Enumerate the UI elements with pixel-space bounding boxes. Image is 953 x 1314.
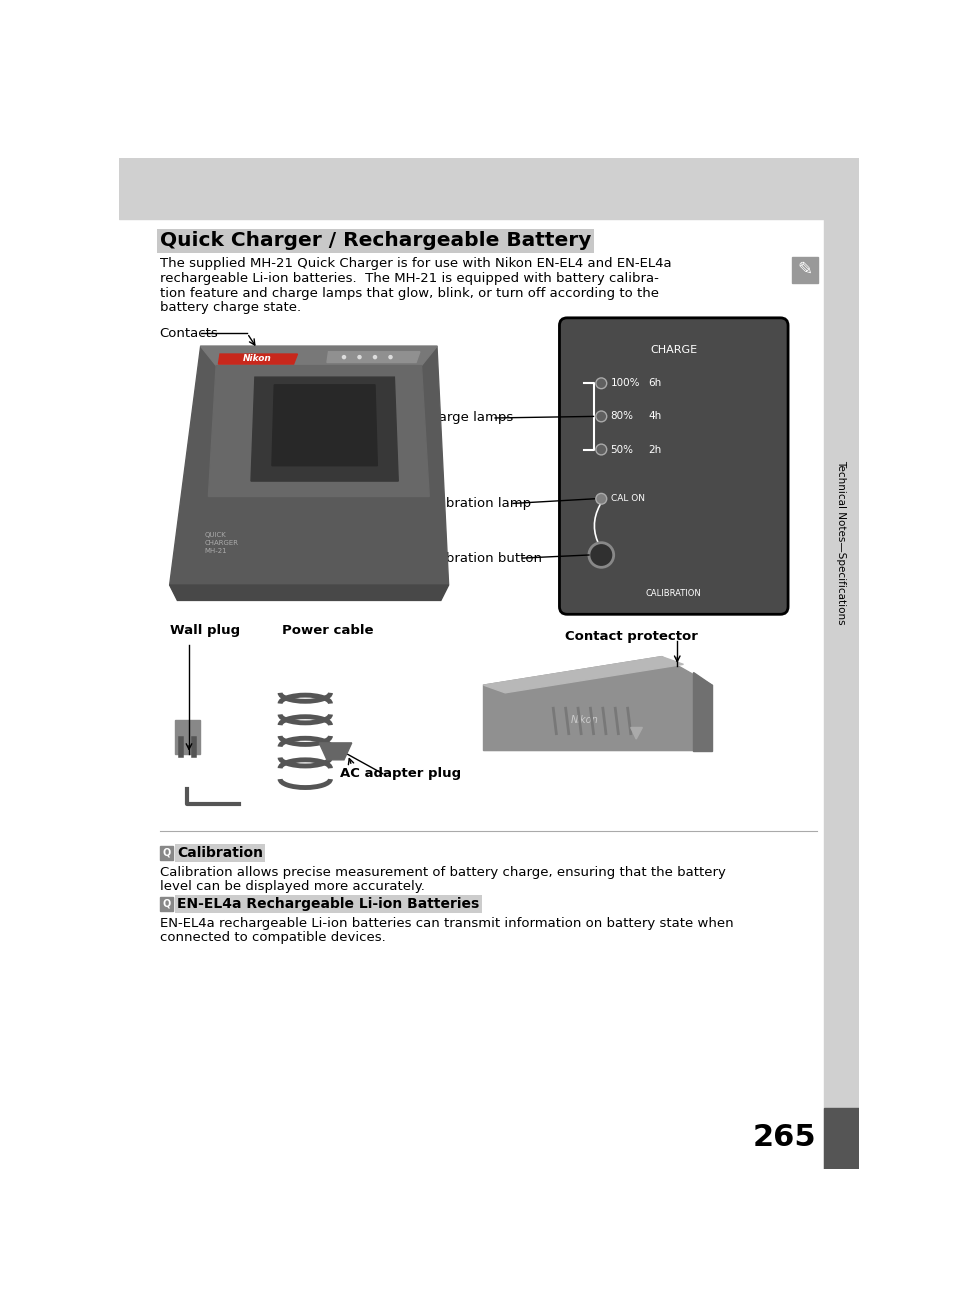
Text: Wall plug: Wall plug	[170, 624, 239, 637]
FancyBboxPatch shape	[558, 318, 787, 614]
Polygon shape	[170, 347, 448, 585]
Polygon shape	[327, 352, 419, 363]
Polygon shape	[630, 728, 641, 738]
Bar	[174, 720, 199, 754]
Circle shape	[342, 356, 345, 359]
Text: CAL ON: CAL ON	[610, 494, 644, 503]
Circle shape	[596, 411, 606, 422]
Polygon shape	[692, 671, 711, 750]
Circle shape	[389, 356, 392, 359]
Bar	[159, 846, 173, 859]
Text: 100%: 100%	[610, 378, 639, 389]
Polygon shape	[200, 347, 436, 365]
Polygon shape	[483, 657, 711, 750]
Text: Q: Q	[162, 848, 171, 858]
Bar	[791, 258, 818, 284]
Text: rechargeable Li-ion batteries.  The MH-21 is equipped with battery calibra-: rechargeable Li-ion batteries. The MH-21…	[159, 272, 658, 285]
Circle shape	[596, 493, 606, 505]
Polygon shape	[483, 657, 682, 692]
Text: Quick Charger / Rechargeable Battery: Quick Charger / Rechargeable Battery	[159, 231, 590, 251]
Text: EN-EL4a rechargeable Li-ion batteries can transmit information on battery state : EN-EL4a rechargeable Li-ion batteries ca…	[159, 917, 733, 929]
Text: 6h: 6h	[648, 378, 661, 389]
Text: 2h: 2h	[648, 444, 661, 455]
Circle shape	[373, 356, 376, 359]
Text: Calibration lamp: Calibration lamp	[421, 497, 531, 510]
Circle shape	[588, 543, 613, 568]
Circle shape	[357, 356, 360, 359]
Text: EN-EL4a Rechargeable Li-ion Batteries: EN-EL4a Rechargeable Li-ion Batteries	[177, 897, 479, 911]
Text: The supplied MH-21 Quick Charger is for use with Nikon EN-EL4 and EN-EL4a: The supplied MH-21 Quick Charger is for …	[159, 258, 671, 271]
Text: Q: Q	[162, 899, 171, 909]
Text: 50%: 50%	[610, 444, 633, 455]
Polygon shape	[170, 585, 448, 600]
Polygon shape	[218, 353, 297, 364]
Text: CHARGE: CHARGE	[650, 346, 697, 355]
Text: Technical Notes—Specifications: Technical Notes—Specifications	[836, 460, 845, 625]
Text: 4h: 4h	[648, 411, 661, 422]
Bar	[119, 158, 858, 219]
Text: tion feature and charge lamps that glow, blink, or turn off according to the: tion feature and charge lamps that glow,…	[159, 286, 658, 300]
Text: Calibration allows precise measurement of battery charge, ensuring that the batt: Calibration allows precise measurement o…	[159, 866, 724, 879]
Text: connected to compatible devices.: connected to compatible devices.	[159, 932, 385, 945]
Text: CALIBRATION: CALIBRATION	[645, 589, 700, 598]
Polygon shape	[272, 385, 377, 465]
Text: Nikon: Nikon	[243, 355, 272, 363]
Text: 80%: 80%	[610, 411, 633, 422]
Text: Contact protector: Contact protector	[564, 631, 697, 643]
Text: Nikon: Nikon	[570, 715, 598, 725]
Text: 265: 265	[752, 1122, 815, 1151]
Bar	[159, 897, 173, 911]
Text: Charge lamps: Charge lamps	[421, 411, 514, 424]
Text: Calibration: Calibration	[177, 846, 263, 859]
Polygon shape	[319, 742, 352, 759]
Circle shape	[596, 444, 606, 455]
Text: QUICK
CHARGER
MH-21: QUICK CHARGER MH-21	[204, 532, 238, 553]
Text: ✎: ✎	[797, 261, 812, 279]
Text: Power cable: Power cable	[282, 624, 374, 637]
Bar	[823, 1108, 858, 1169]
Polygon shape	[208, 365, 429, 497]
Circle shape	[596, 378, 606, 389]
Text: Calibration button: Calibration button	[421, 552, 542, 565]
Text: battery charge state.: battery charge state.	[159, 301, 300, 314]
Text: level can be displayed more accurately.: level can be displayed more accurately.	[159, 880, 424, 894]
Bar	[823, 158, 858, 1169]
Polygon shape	[251, 377, 397, 481]
Text: Contacts: Contacts	[159, 327, 218, 340]
Text: AC adapter plug: AC adapter plug	[340, 767, 460, 781]
